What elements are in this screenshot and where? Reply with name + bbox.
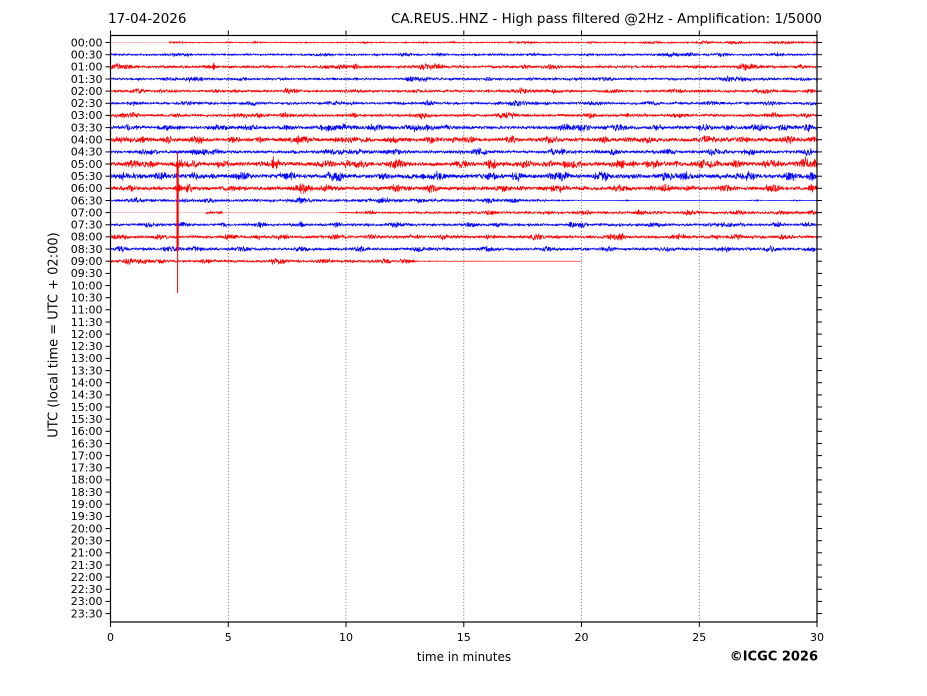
y-tick-label: 22:30 (71, 583, 103, 596)
x-tick-label: 25 (692, 631, 706, 644)
y-tick-label: 03:30 (71, 121, 103, 134)
trace-02:30 (110, 99, 817, 107)
y-tick-label: 10:30 (71, 292, 103, 305)
trace-01:30 (110, 75, 817, 83)
y-tick-label: 13:00 (71, 352, 103, 365)
trace-00:00 (169, 40, 817, 46)
trace-09:00 (110, 257, 417, 265)
trace-08:30 (110, 244, 817, 253)
y-tick-label: 13:30 (71, 364, 103, 377)
y-tick-label: 05:30 (71, 170, 103, 183)
y-tick-label: 11:30 (71, 316, 103, 329)
y-tick-label: 15:00 (71, 401, 103, 414)
y-tick-label: 08:00 (71, 231, 103, 244)
y-tick-label: 21:00 (71, 547, 103, 560)
y-tick-label: 18:30 (71, 486, 103, 499)
trace-07:00 (222, 211, 340, 214)
x-tick-label: 0 (107, 631, 114, 644)
trace-07:00 (439, 209, 817, 216)
x-tick-label: 15 (457, 631, 471, 644)
plot-date: 17-04-2026 (108, 11, 187, 27)
y-tick-label: 12:00 (71, 328, 103, 341)
y-tick-label: 04:30 (71, 146, 103, 159)
y-tick-label: 01:30 (71, 73, 103, 86)
y-tick-label: 03:00 (71, 109, 103, 122)
y-tick-label: 06:30 (71, 194, 103, 207)
y-tick-label: 19:30 (71, 510, 103, 523)
trace-07:00 (338, 209, 441, 215)
y-tick-label: 10:00 (71, 279, 103, 292)
y-tick-label: 04:00 (71, 134, 103, 147)
y-tick-label: 18:00 (71, 474, 103, 487)
y-tick-label: 22:00 (71, 571, 103, 584)
x-tick-label: 5 (225, 631, 232, 644)
y-tick-label: 09:00 (71, 255, 103, 268)
trace-02:00 (110, 87, 817, 95)
y-tick-label: 11:00 (71, 304, 103, 317)
y-tick-label: 09:30 (71, 267, 103, 280)
trace-07:00 (205, 210, 223, 215)
x-tick-label: 30 (810, 631, 824, 644)
trace-07:30 (110, 221, 817, 229)
trace-06:30 (545, 199, 582, 203)
y-tick-label: 02:30 (71, 97, 103, 110)
y-tick-label: 14:30 (71, 389, 103, 402)
y-tick-label: 20:00 (71, 522, 103, 535)
y-tick-label: 07:00 (71, 206, 103, 219)
trace-05:00 (110, 155, 817, 170)
trace-09:00 (416, 260, 488, 263)
y-tick-label: 16:30 (71, 437, 103, 450)
y-tick-label: 07:30 (71, 219, 103, 232)
y-tick-label: 14:00 (71, 377, 103, 390)
y-tick-label: 08:30 (71, 243, 103, 256)
trace-08:00 (110, 232, 817, 241)
copyright-label: ©ICGC 2026 (729, 649, 818, 665)
trace-04:00 (110, 135, 817, 145)
y-tick-label: 15:30 (71, 413, 103, 426)
trace-05:30 (110, 170, 817, 183)
y-tick-label: 00:30 (71, 49, 103, 62)
trace-06:30 (581, 198, 817, 203)
trace-04:30 (110, 147, 817, 157)
trace-06:00 (110, 183, 817, 195)
y-tick-label: 23:30 (71, 607, 103, 620)
y-tick-label: 12:30 (71, 340, 103, 353)
trace-06:30 (110, 196, 547, 205)
y-tick-label: 02:00 (71, 85, 103, 98)
y-tick-label: 05:00 (71, 158, 103, 171)
y-tick-label: 01:00 (71, 61, 103, 74)
trace-00:30 (110, 51, 817, 58)
y-tick-label: 17:00 (71, 449, 103, 462)
y-tick-label: 23:00 (71, 595, 103, 608)
x-axis-label: time in minutes (416, 650, 512, 664)
y-tick-label: 17:30 (71, 462, 103, 475)
plot-border (109, 34, 818, 623)
y-tick-label: 06:00 (71, 182, 103, 195)
y-tick-label: 00:00 (71, 36, 103, 49)
y-tick-label: 16:00 (71, 425, 103, 438)
x-tick-label: 10 (339, 631, 353, 644)
y-tick-label: 19:00 (71, 498, 103, 511)
trace-01:00 (110, 62, 817, 71)
plot-title: CA.REUS..HNZ - High pass filtered @2Hz -… (390, 11, 822, 27)
x-tick-label: 20 (575, 631, 589, 644)
y-tick-label: 20:30 (71, 535, 103, 548)
trace-03:00 (110, 111, 817, 120)
y-tick-label: 21:30 (71, 559, 103, 572)
trace-03:30 (110, 123, 817, 133)
